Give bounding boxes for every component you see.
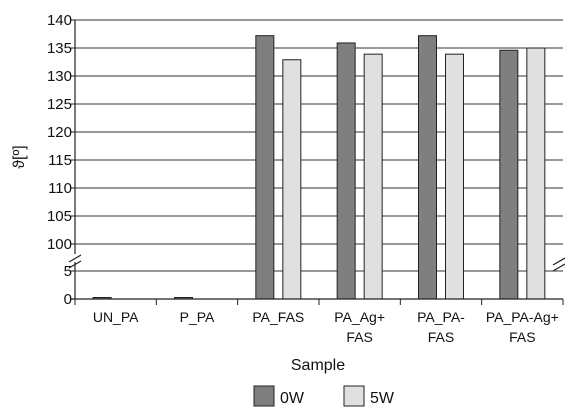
legend-label-5W: 5W xyxy=(370,390,395,407)
bar-0W-4 xyxy=(418,35,437,300)
legend: 0W 5W xyxy=(253,385,395,407)
x-tick-label: P_PA xyxy=(180,309,215,325)
y-tick-label: 120 xyxy=(47,124,72,141)
x-tick-label: PA_PA- xyxy=(417,309,465,325)
x-tick-labels: UN_PA P_PA PA_FAS PA_Ag+ FAS PA_PA- FAS PA_PA-A… xyxy=(93,309,559,345)
bar-0W-3 xyxy=(336,42,356,300)
legend-swatch-5W xyxy=(343,385,365,407)
x-tick-label: FAS xyxy=(428,329,454,345)
y-tick-label: 110 xyxy=(48,180,72,197)
x-axis-label: Sample xyxy=(291,357,345,374)
legend-label-0W: 0W xyxy=(280,390,305,407)
y-tick-label: 135 xyxy=(47,40,72,57)
bar-0W-2 xyxy=(255,35,275,300)
y-tick-label: 130 xyxy=(47,68,72,85)
x-tick-label: PA_FAS xyxy=(252,309,304,325)
bar-5W-2 xyxy=(282,59,302,300)
y-tick-labels: 100 105 110 115 120 125 130 135 140 0 5 xyxy=(47,12,72,308)
bar-0W-5 xyxy=(499,49,519,300)
y-tick-label: 115 xyxy=(48,152,72,169)
axis-break-mark xyxy=(68,254,82,263)
y-tick-label: 0 xyxy=(64,291,72,308)
x-tick-label: PA_PA-Ag+ xyxy=(486,309,559,325)
gridlines xyxy=(75,19,563,272)
y-tick-label: 100 xyxy=(47,236,72,253)
x-tick-label: FAS xyxy=(346,329,372,345)
x-tick-label: FAS xyxy=(509,329,535,345)
y-tick-label: 140 xyxy=(47,12,72,29)
legend-swatch-0W xyxy=(253,385,275,407)
y-tick-label: 125 xyxy=(47,96,72,113)
y-axis-label: ϑ[º] xyxy=(11,145,28,168)
y-tick-label: 105 xyxy=(47,208,72,225)
x-tick-label: PA_Ag+ xyxy=(334,309,385,325)
axis-break-mark xyxy=(552,263,565,272)
bar-5W-5 xyxy=(526,47,546,300)
y-tick-label: 5 xyxy=(64,263,72,280)
axis-break-mark xyxy=(68,260,82,269)
bar-5W-3 xyxy=(363,53,383,300)
bars xyxy=(92,35,546,300)
x-tick-label: UN_PA xyxy=(93,309,139,325)
axis-break-mark xyxy=(552,257,565,266)
bar-5W-4 xyxy=(445,53,464,300)
axes xyxy=(68,19,565,305)
